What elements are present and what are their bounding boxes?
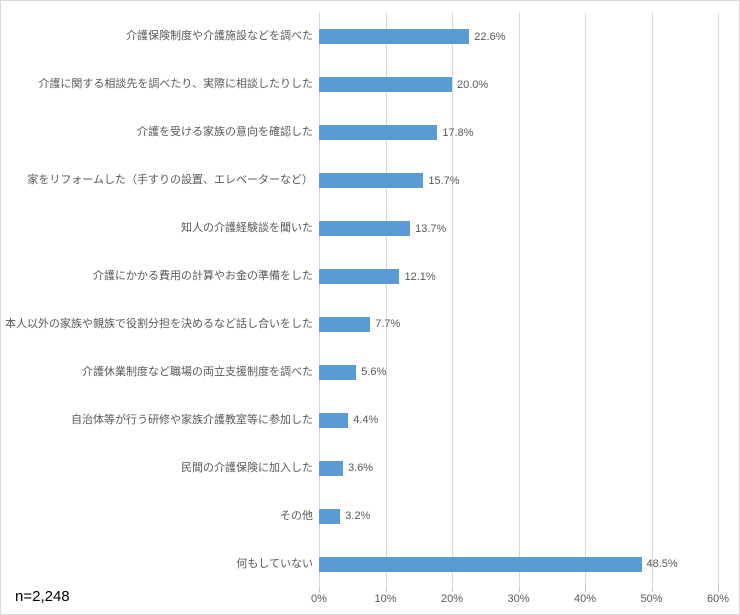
bar-row: 介護に関する相談先を調べたり、実際に相談したりした 20.0% bbox=[1, 61, 739, 109]
bar bbox=[319, 29, 470, 45]
category-label: 介護休業制度など職場の両立支援制度を調べた bbox=[82, 365, 313, 378]
value-label: 7.7% bbox=[375, 318, 401, 331]
category-label: 介護にかかる費用の計算やお金の準備をした bbox=[93, 269, 313, 282]
bar-row: 民間の介護保険に加入した 3.6% bbox=[1, 444, 739, 492]
axis-tick bbox=[518, 588, 520, 592]
bar bbox=[319, 316, 371, 332]
axis-tick bbox=[452, 588, 453, 592]
axis-tick bbox=[585, 588, 586, 592]
gridline bbox=[518, 13, 520, 588]
x-tick-label: 50% bbox=[640, 593, 663, 605]
plot-gridlines bbox=[319, 13, 719, 592]
x-tick-label: 60% bbox=[706, 593, 730, 605]
value-label: 12.1% bbox=[404, 270, 436, 283]
bar bbox=[319, 556, 642, 572]
value-label: 13.7% bbox=[415, 222, 447, 235]
value-label: 15.7% bbox=[428, 174, 460, 187]
bar bbox=[319, 221, 411, 237]
category-label: 自治体等が行う研修や家族介護教室等に参加した bbox=[71, 413, 313, 426]
bar bbox=[319, 173, 424, 189]
category-label: 介護保険制度や介護施設などを調べた bbox=[126, 30, 313, 43]
bar-row: 介護にかかる費用の計算やお金の準備をした 12.1% bbox=[1, 253, 739, 301]
category-label: 家をリフォームした（手すりの設置、エレベーターなど） bbox=[27, 174, 313, 187]
value-label: 48.5% bbox=[646, 558, 678, 571]
bar-row: 家をリフォームした（手すりの設置、エレベーターなど） 15.7% bbox=[1, 157, 739, 205]
x-tick-label: 10% bbox=[374, 593, 397, 605]
bar bbox=[319, 77, 452, 93]
value-label: 5.6% bbox=[361, 366, 387, 379]
bar-row: その他 3.2% bbox=[1, 492, 739, 540]
value-label: 3.2% bbox=[345, 510, 371, 523]
bar-row: 知人の介護経験談を聞いた 13.7% bbox=[1, 205, 739, 253]
x-tick-label: 30% bbox=[507, 593, 530, 605]
category-label: 知人の介護経験談を聞いた bbox=[181, 222, 313, 235]
bar-row: 本人以外の家族や親族で役割分担を決めるなど話し合いをした 7.7% bbox=[1, 301, 739, 349]
axis-tick bbox=[718, 588, 719, 592]
bar bbox=[319, 364, 357, 380]
category-label: 介護に関する相談先を調べたり、実際に相談したりした bbox=[38, 78, 313, 91]
category-label: 本人以外の家族や親族で役割分担を決めるなど話し合いをした bbox=[5, 317, 313, 330]
bar bbox=[319, 269, 400, 285]
bar bbox=[319, 460, 343, 476]
gridline bbox=[385, 13, 387, 588]
bar bbox=[319, 125, 438, 141]
value-label: 20.0% bbox=[457, 78, 489, 91]
category-label: 民間の介護保険に加入した bbox=[181, 461, 313, 474]
value-label: 3.6% bbox=[347, 462, 374, 475]
sample-size-label: n=2,248 bbox=[15, 588, 70, 605]
axis-tick bbox=[385, 588, 387, 592]
value-label: 17.8% bbox=[442, 126, 474, 139]
category-label: 介護を受ける家族の意向を確認した bbox=[137, 126, 313, 139]
bar-row: 介護保険制度や介護施設などを調べた 22.6% bbox=[1, 13, 739, 61]
bar-row: 介護を受ける家族の意向を確認した 17.8% bbox=[1, 109, 739, 157]
gridline bbox=[651, 13, 653, 588]
bar-rows: 介護保険制度や介護施設などを調べた 22.6% 介護に関する相談先を調べたり、実際に… bbox=[1, 13, 739, 588]
category-label: 何もしていない bbox=[236, 557, 313, 570]
bar bbox=[319, 508, 341, 524]
x-tick-label: 40% bbox=[573, 593, 597, 605]
category-label: その他 bbox=[280, 509, 313, 522]
x-axis: 0% 10% 20% 30% 40% 50% 60% bbox=[311, 593, 729, 609]
gridline bbox=[319, 13, 320, 588]
gridline bbox=[585, 13, 586, 588]
gridline bbox=[452, 13, 453, 588]
value-label: 4.4% bbox=[353, 414, 379, 427]
value-label: 22.6% bbox=[474, 30, 506, 43]
bar-row: 何もしていない 48.5% bbox=[1, 540, 739, 588]
axis-tick bbox=[651, 588, 653, 592]
axis-tick bbox=[319, 588, 320, 592]
bar-row: 介護休業制度など職場の両立支援制度を調べた 5.6% bbox=[1, 348, 739, 396]
x-tick-label: 0% bbox=[311, 593, 327, 605]
bar bbox=[319, 412, 349, 428]
bar-row: 自治体等が行う研修や家族介護教室等に参加した 4.4% bbox=[1, 396, 739, 444]
x-tick-label: 20% bbox=[440, 593, 464, 605]
gridline bbox=[718, 13, 719, 588]
